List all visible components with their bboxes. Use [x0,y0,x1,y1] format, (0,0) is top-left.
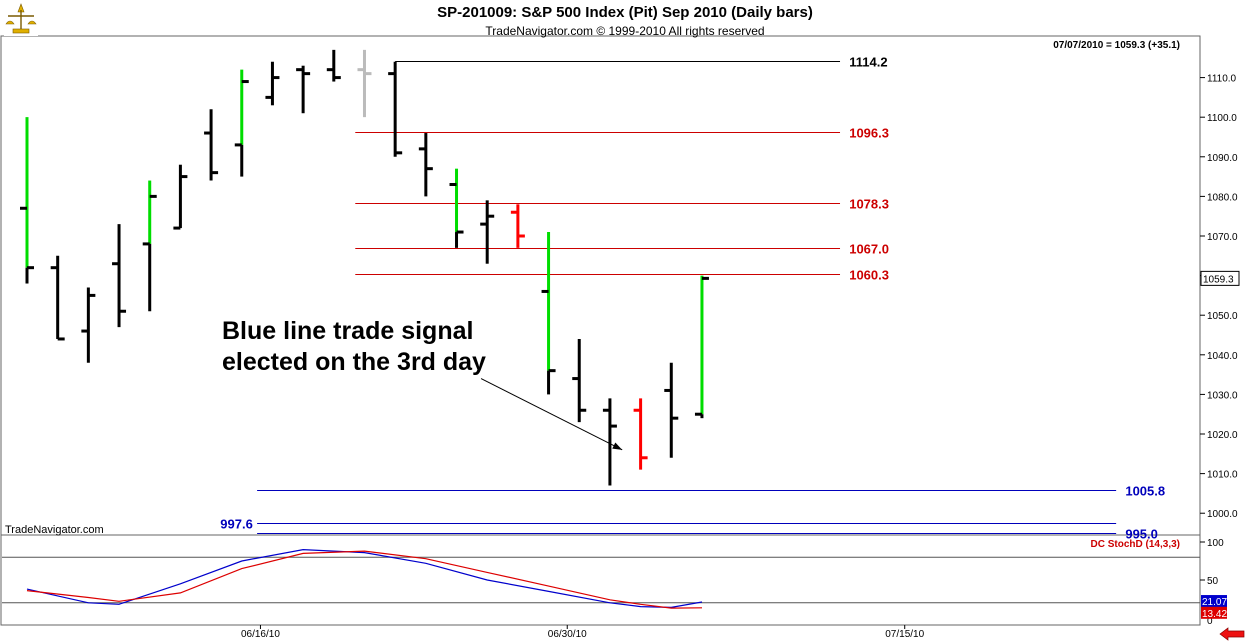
ohlc-bar [326,49,341,82]
last-quote: 07/07/2010 = 1059.3 (+35.1) [1053,40,1180,51]
last-price-box [1200,270,1240,286]
ohlc-bar [296,65,311,114]
ohlc-bar [418,133,433,197]
stoch-y-tick-label: 100 [1207,538,1224,549]
y-tick-label: 1000.0 [1207,509,1238,520]
y-tick-label: 1020.0 [1207,430,1238,441]
stoch-d-value-box [1201,606,1227,619]
watermark: TradeNavigator.com [5,524,104,536]
copyright-subtitle: TradeNavigator.com © 1999-2010 All right… [485,24,765,38]
y-tick-label: 1050.0 [1207,311,1238,322]
level-label: 1114.2 [849,55,887,70]
stoch-series-line [26,550,703,609]
annotation-arrow-line [480,378,623,451]
stoch-series-line [26,548,703,609]
level-label: 1005.8 [1125,484,1165,499]
ohlc-bar [633,398,648,470]
ohlc-bar [50,255,65,341]
ohlc-bar [480,200,495,264]
x-tick-label: 06/16/10 [241,629,280,640]
y-tick-label: 1100.0 [1207,113,1237,124]
ohlc-bar [142,180,157,312]
ohlc-bar [357,49,372,118]
y-tick-label: 1040.0 [1207,351,1238,362]
y-tick-label: 1010.0 [1207,470,1238,481]
level-label: 1096.3 [849,126,889,141]
chart-title: SP-201009: S&P 500 Index (Pit) Sep 2010 … [437,4,813,21]
ohlc-bar [204,109,219,181]
level-label: 1067.0 [849,242,889,257]
trade-signal-annotation: Blue line trade signal elected on the 3r… [222,317,486,376]
trade-navigator-logo-icon [4,2,38,36]
ohlc-bar [234,69,249,177]
ohlc-bar [572,338,587,423]
last-price-label: 1059.3 [1203,274,1234,285]
indicator-label: DC StochD (14,3,3) [1090,539,1180,550]
y-tick-label: 1030.0 [1207,390,1238,401]
y-tick-label: 1090.0 [1207,153,1238,164]
ohlc-bar [510,204,525,248]
ohlc-bar [81,287,96,363]
ohlc-bar [388,61,403,157]
stoch-k-value-label: 21.07 [1202,597,1227,608]
x-tick-label: 06/30/10 [548,629,587,640]
level-label: 997.6 [220,517,253,532]
y-tick-label: 1080.0 [1207,192,1238,203]
stoch-d-value-label: 13.42 [1202,609,1227,620]
ohlc-bar [602,398,617,486]
ohlc-bar [664,362,679,458]
ohlc-bar [112,224,127,328]
stoch-y-tick-label: 0 [1207,616,1213,627]
ohlc-bar [265,61,280,106]
y-tick-label: 1110.0 [1207,74,1237,85]
stoch-k-value-box [1201,595,1227,608]
x-tick-label: 07/15/10 [885,629,924,640]
ohlc-bar [541,232,556,395]
annotation-arrow-head [612,442,623,450]
ohlc-bar [20,117,34,284]
level-label: 995.0 [1125,527,1158,542]
level-label: 1060.3 [849,268,889,283]
scroll-back-arrow-icon[interactable] [1219,627,1245,641]
ohlc-bar [694,275,709,419]
y-tick-label: 1070.0 [1207,232,1238,243]
stoch-y-tick-label: 50 [1207,576,1219,587]
ohlc-bar [449,168,464,248]
ohlc-bar [173,164,188,230]
level-label: 1078.3 [849,197,889,212]
